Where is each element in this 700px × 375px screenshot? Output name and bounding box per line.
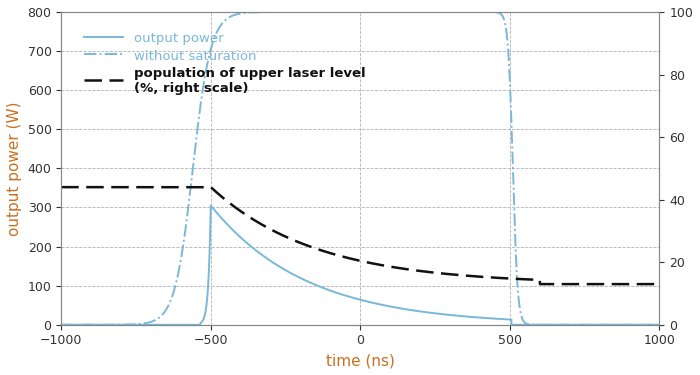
without saturation — [441, 10, 449, 14]
population of upper laser level
(%, right scale) — [340, 255, 349, 259]
without saturation — [485, 10, 494, 14]
population of upper laser level
(%, right scale) — [206, 185, 214, 189]
population of upper laser level
(%, right scale) — [617, 282, 625, 286]
population of upper laser level
(%, right scale) — [655, 282, 664, 286]
output power — [57, 322, 65, 327]
Legend: output power, without saturation, population of upper laser level
(%, right scal: output power, without saturation, popula… — [80, 28, 370, 99]
without saturation — [655, 322, 664, 327]
population of upper laser level
(%, right scale) — [419, 269, 427, 274]
without saturation — [617, 322, 625, 327]
Line: without saturation: without saturation — [61, 12, 659, 325]
without saturation — [439, 10, 447, 14]
output power — [206, 203, 215, 208]
population of upper laser level
(%, right scale) — [485, 275, 494, 280]
Y-axis label: output power (W): output power (W) — [7, 101, 22, 236]
without saturation — [340, 10, 349, 14]
X-axis label: time (ns): time (ns) — [326, 353, 395, 368]
output power — [441, 312, 449, 317]
population of upper laser level
(%, right scale) — [441, 272, 449, 276]
output power — [340, 293, 349, 297]
population of upper laser level
(%, right scale) — [536, 282, 544, 286]
Line: population of upper laser level
(%, right scale): population of upper laser level (%, righ… — [61, 187, 659, 284]
output power — [206, 225, 214, 229]
population of upper laser level
(%, right scale) — [57, 185, 65, 189]
without saturation — [57, 322, 65, 327]
output power — [419, 309, 427, 314]
without saturation — [419, 10, 427, 14]
output power — [617, 322, 625, 327]
without saturation — [206, 49, 214, 53]
Line: output power: output power — [61, 206, 659, 325]
output power — [655, 322, 664, 327]
output power — [485, 316, 494, 321]
